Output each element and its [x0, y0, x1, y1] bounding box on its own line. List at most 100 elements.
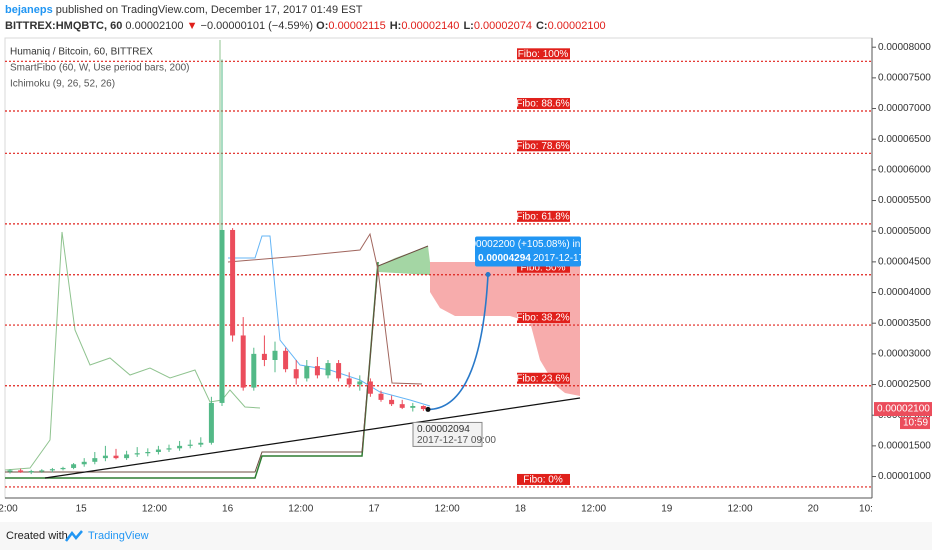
y-tick-label: 0.00002500 — [878, 379, 931, 390]
countdown: 10:59 — [903, 418, 928, 429]
created-with: Created with — [6, 530, 68, 542]
candle-body — [346, 378, 352, 385]
y-tick-label: 0.00003500 — [878, 318, 931, 329]
y-tick-label: 0.00004500 — [878, 257, 931, 268]
x-tick-label: 15 — [76, 504, 88, 515]
y-tick-label: 0.00007000 — [878, 103, 931, 114]
last-price-tag — [874, 402, 932, 417]
candle-body — [367, 381, 373, 394]
author[interactable]: bejaneps — [5, 4, 53, 16]
fibo-label: Fibo: 50% — [520, 262, 565, 273]
y-tick-label: 0.00005500 — [878, 195, 931, 206]
x-tick-label: 12:00 — [288, 504, 313, 515]
projection-curve — [427, 274, 489, 411]
candle-body — [378, 393, 384, 400]
footer: Created with TradingView — [0, 522, 932, 550]
legend: Humaniq / Bitcoin, 60, BITTREX SmartFibo… — [10, 47, 190, 90]
brand[interactable]: TradingView — [88, 530, 149, 542]
candle-body — [177, 445, 183, 449]
projection-start — [425, 406, 431, 412]
x-tick-label: 12:00 — [581, 504, 606, 515]
candle-body — [336, 363, 342, 379]
fibo-label: Fibo: 38.2% — [516, 313, 569, 324]
candle-body — [272, 350, 278, 360]
arrow: ▼ — [186, 20, 198, 32]
candle-body — [293, 369, 299, 379]
header: bejaneps published on TradingView.com, D… — [5, 2, 610, 34]
candle-body — [113, 455, 119, 459]
callout-time: 2017-12-17 19:00 — [533, 253, 612, 264]
ohlc-value: 0.00002100 — [547, 20, 606, 32]
fibo-label: Fibo: 0% — [523, 475, 563, 486]
callout-change: +0.00002200 (+105.08%) in 10h — [456, 239, 599, 250]
candle-body — [187, 444, 193, 446]
y-tick-label: 0.00005000 — [878, 226, 931, 237]
projection-target — [485, 272, 491, 278]
x-tick-label: 19 — [661, 504, 673, 515]
ohlc: O:0.00002115 H:0.00002140 L:0.00002074 C:0.… — [316, 20, 610, 32]
lagging-span — [4, 231, 261, 471]
fibo-label: Fibo: 100% — [518, 49, 569, 60]
candle-body — [198, 442, 204, 445]
x-tick-label: 17 — [368, 504, 380, 515]
candles — [7, 59, 426, 475]
x-tick-label: 2:00 — [0, 504, 18, 515]
candle-body — [81, 461, 87, 465]
x-tick-label: 18 — [515, 504, 527, 515]
candle-body — [155, 449, 161, 452]
chart: Humaniq / Bitcoin, 60, BITTREX SmartFibo… — [0, 37, 932, 515]
y-tick-label: 0.00001500 — [878, 441, 931, 452]
ohlc-key: C: — [535, 20, 548, 32]
ichimoku — [4, 40, 580, 479]
candle-body — [166, 448, 172, 450]
ohlc-value: 0.00002140 — [401, 20, 460, 32]
callout-target: 0.00004294 — [478, 253, 531, 264]
y-tick-label: 0.00006500 — [878, 134, 931, 145]
x-tick-label: 16 — [222, 504, 234, 515]
candle-body — [283, 350, 289, 370]
cloud-green — [378, 246, 430, 275]
fibo-label: Fibo: 88.6% — [516, 99, 569, 110]
ohlc-key: H: — [389, 20, 402, 32]
candle-body — [102, 455, 108, 459]
fibo-label: Fibo: 78.6% — [516, 141, 569, 152]
publish-line: bejaneps published on TradingView.com, D… — [5, 2, 610, 18]
candle-body — [325, 363, 331, 376]
base-line — [227, 232, 423, 385]
y-tick-label: 0.00008000 — [878, 42, 931, 53]
last-price: 0.00002100 — [877, 404, 930, 415]
start-time: 2017-12-17 09:00 — [417, 435, 496, 446]
countdown-tag — [900, 417, 930, 430]
change: −0.00000101 (−4.59%) — [200, 20, 314, 32]
logo — [65, 530, 83, 542]
senkou-a — [5, 245, 429, 473]
candle-body — [399, 404, 405, 408]
candle-body — [7, 470, 13, 472]
candle-body — [18, 470, 24, 473]
ohlc-value: 0.00002074 — [473, 20, 532, 32]
fibo-label-bg — [517, 97, 570, 109]
quote-line: BITTREX:HMQBTC, 60 0.00002100 ▼ −0.00000… — [5, 18, 610, 34]
candle-body — [314, 366, 320, 376]
candle-body — [71, 464, 77, 468]
fibo-label-bg — [517, 140, 570, 152]
last: 0.00002100 — [125, 20, 184, 32]
x-tick-label: 10: — [859, 504, 873, 515]
candle-body — [60, 467, 66, 470]
candle-body — [251, 353, 257, 388]
fibo-label: Fibo: 61.8% — [516, 211, 569, 222]
trend-line — [44, 397, 581, 479]
callout — [475, 236, 581, 267]
candle-body — [134, 453, 140, 455]
candle-body — [39, 470, 45, 472]
candle-body — [230, 229, 236, 336]
start-box — [412, 421, 483, 447]
y-tick-label: 0.00006000 — [878, 165, 931, 176]
y-tick-label: 0.00001000 — [878, 471, 931, 482]
x-tick-label: 12:00 — [435, 504, 460, 515]
fibo-label-bg — [517, 261, 570, 273]
candle-body — [420, 406, 426, 410]
legend-fibo: SmartFibo (60, W, Use period bars, 200) — [10, 63, 190, 74]
candle-body — [389, 399, 395, 405]
